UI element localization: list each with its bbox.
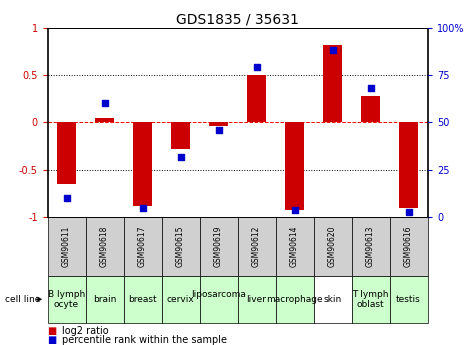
Bar xyxy=(209,122,228,126)
Bar xyxy=(124,276,162,323)
Point xyxy=(101,101,108,106)
Text: GSM90618: GSM90618 xyxy=(100,226,109,267)
Bar xyxy=(390,276,428,323)
Text: GSM90617: GSM90617 xyxy=(138,226,147,267)
Bar xyxy=(361,96,380,122)
Bar xyxy=(86,276,124,323)
Text: ■: ■ xyxy=(48,335,57,345)
Text: cell line: cell line xyxy=(5,295,40,304)
Point xyxy=(215,127,222,133)
Point xyxy=(367,86,374,91)
Point xyxy=(139,205,146,210)
Text: GSM90611: GSM90611 xyxy=(62,226,71,267)
Bar xyxy=(86,217,124,276)
Bar xyxy=(390,217,428,276)
Text: log2 ratio: log2 ratio xyxy=(62,326,108,336)
Bar xyxy=(352,276,390,323)
Bar xyxy=(162,276,199,323)
Bar xyxy=(323,45,342,122)
Text: GSM90612: GSM90612 xyxy=(252,226,261,267)
Text: GSM90613: GSM90613 xyxy=(366,226,375,267)
Text: skin: skin xyxy=(323,295,342,304)
Text: GSM90615: GSM90615 xyxy=(176,226,185,267)
Text: GSM90619: GSM90619 xyxy=(214,226,223,267)
Bar xyxy=(238,217,276,276)
Text: GSM90620: GSM90620 xyxy=(328,226,337,267)
Bar xyxy=(247,75,266,122)
Title: GDS1835 / 35631: GDS1835 / 35631 xyxy=(176,12,299,27)
Text: T lymph
oblast: T lymph oblast xyxy=(352,290,389,309)
Text: percentile rank within the sample: percentile rank within the sample xyxy=(62,335,227,345)
Bar xyxy=(48,217,86,276)
Point xyxy=(291,207,298,213)
Point xyxy=(63,196,70,201)
Bar xyxy=(48,276,86,323)
Bar xyxy=(171,122,190,149)
Bar xyxy=(133,122,152,206)
Text: GSM90616: GSM90616 xyxy=(404,226,413,267)
Point xyxy=(405,209,412,214)
Text: liver: liver xyxy=(247,295,266,304)
Point xyxy=(253,65,260,70)
Point xyxy=(177,154,184,159)
Bar xyxy=(162,217,199,276)
Bar xyxy=(314,217,352,276)
Text: brain: brain xyxy=(93,295,116,304)
Bar xyxy=(200,217,238,276)
Bar xyxy=(399,122,418,208)
Text: macrophage: macrophage xyxy=(266,295,323,304)
Bar xyxy=(285,122,304,210)
Text: testis: testis xyxy=(396,295,421,304)
Bar xyxy=(276,217,314,276)
Bar xyxy=(95,118,114,122)
Bar xyxy=(200,276,238,323)
Text: liposarcoma: liposarcoma xyxy=(191,290,246,309)
Text: ■: ■ xyxy=(48,326,57,336)
Bar xyxy=(124,217,162,276)
Bar xyxy=(238,276,276,323)
Text: B lymph
ocyte: B lymph ocyte xyxy=(48,290,85,309)
Bar xyxy=(276,276,314,323)
Text: GSM90614: GSM90614 xyxy=(290,226,299,267)
Bar xyxy=(314,276,352,323)
Text: breast: breast xyxy=(128,295,157,304)
Bar xyxy=(57,122,76,184)
Text: cervix: cervix xyxy=(167,295,194,304)
Bar xyxy=(352,217,390,276)
Point xyxy=(329,48,336,53)
